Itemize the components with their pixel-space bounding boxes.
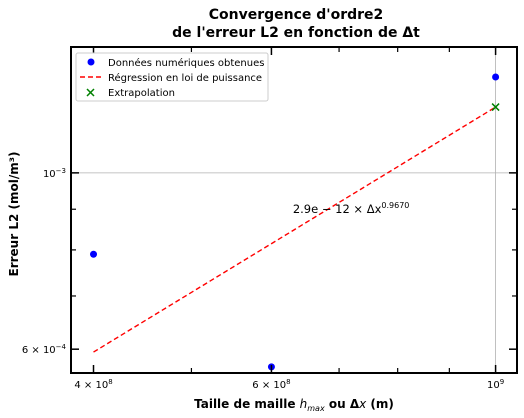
x-tick-label: 109 [487,378,504,391]
extrapolation-stroke [491,103,500,112]
legend-label-extrapolation: Extrapolation [108,88,175,99]
chart-title-line2: de l'erreur L2 en fonction de Δt [172,25,420,41]
annotation-formula: 2.9e − 12 × Δx [293,202,382,216]
y-tick-label: 6 × 10−4 [22,343,67,356]
data-point [90,250,98,258]
guide-lines [71,47,517,373]
legend: Données numériques obtenues Régression e… [75,52,269,102]
plot-frame [70,46,518,374]
legend-marker-data [87,58,95,66]
y-axis-label: Erreur L2 (mol/m³) [7,152,21,277]
chart-title-line1: Convergence d'ordre2 [209,7,384,23]
legend-label-regression: Régression en loi de puissance [108,72,262,84]
x-tick-label: 6 × 108 [252,378,290,391]
legend-marker-extrapolation [86,88,95,97]
data-point [492,73,500,81]
regression-line [93,106,496,353]
x-axis-label: Taille de maille hmax ou Δx (m) [194,397,394,413]
legend-label-data: Données numériques obtenues [108,57,264,69]
legend-box [75,52,269,102]
x-tick-label: 4 × 108 [74,378,112,391]
data-marks [90,73,500,371]
annotation-exponent: 0.9670 [381,201,409,210]
y-tick-label: 10−3 [43,167,66,180]
regression-annotation: 2.9e − 12 × Δx0.9670 [293,201,410,216]
extrapolation-point [491,103,500,112]
